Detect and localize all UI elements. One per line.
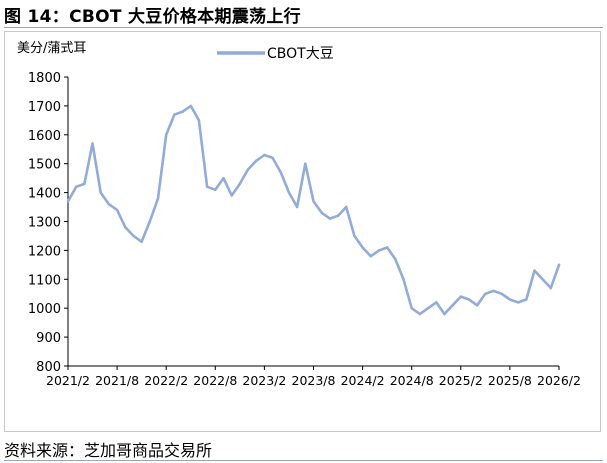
data-point bbox=[279, 171, 282, 174]
data-point bbox=[353, 234, 356, 238]
data-point bbox=[189, 104, 192, 108]
series-line-0 bbox=[66, 104, 561, 316]
figure-title: 图 14：CBOT 大豆价格本期震荡上行 bbox=[4, 7, 301, 27]
data-point bbox=[173, 113, 176, 116]
data-point bbox=[508, 298, 512, 301]
y-tick-label: 1200 bbox=[28, 244, 61, 259]
data-point bbox=[295, 205, 299, 209]
data-point bbox=[386, 246, 389, 249]
data-point bbox=[541, 278, 544, 281]
data-point bbox=[402, 278, 405, 281]
legend: CBOT大豆 bbox=[217, 46, 334, 62]
x-tick-label: 2025/8 bbox=[488, 373, 532, 388]
data-point bbox=[255, 159, 258, 162]
y-tick-label: 1600 bbox=[28, 129, 61, 144]
data-point bbox=[156, 197, 160, 200]
data-point bbox=[75, 185, 78, 188]
data-point bbox=[426, 307, 430, 310]
y-tick-label: 1000 bbox=[28, 302, 61, 317]
x-tick-label: 2023/8 bbox=[292, 373, 336, 388]
data-point bbox=[557, 263, 561, 267]
data-point bbox=[533, 269, 536, 272]
y-tick-label: 1100 bbox=[28, 273, 61, 288]
axes: 800 900 1000 1100 1200 1300 1400 1500 1600 1700 18… bbox=[28, 71, 581, 388]
x-tick-label: 2021/8 bbox=[95, 373, 139, 388]
data-point bbox=[124, 226, 127, 229]
line-chart: 美分/蒲式耳 CBOT大豆 800 900 1000 1100 1200 1300 1400… bbox=[17, 41, 581, 388]
y-tick-label: 900 bbox=[36, 331, 61, 346]
data-point bbox=[467, 298, 471, 301]
plot-area bbox=[66, 104, 561, 316]
data-point bbox=[492, 289, 495, 293]
data-point bbox=[320, 211, 323, 214]
data-point bbox=[83, 182, 86, 186]
bottom-divider bbox=[4, 460, 603, 461]
data-point bbox=[459, 295, 462, 298]
data-point bbox=[361, 246, 364, 249]
title-divider bbox=[4, 27, 603, 28]
x-tick-label: 2022/2 bbox=[144, 373, 188, 388]
data-point bbox=[197, 119, 201, 122]
data-point bbox=[484, 292, 487, 295]
x-tick-label: 2021/2 bbox=[46, 373, 90, 388]
data-point bbox=[148, 220, 151, 223]
data-point bbox=[222, 177, 225, 180]
data-point bbox=[394, 257, 397, 261]
source-note: 资料来源：芝加哥商品交易所 bbox=[4, 441, 213, 460]
x-tick-label: 2025/2 bbox=[439, 373, 483, 388]
data-point bbox=[115, 208, 119, 212]
data-point bbox=[205, 185, 209, 188]
data-point bbox=[181, 110, 184, 113]
y-tick-label: 1800 bbox=[28, 71, 61, 86]
data-point bbox=[287, 191, 291, 194]
data-point bbox=[230, 194, 233, 197]
y-tick-label: 1700 bbox=[28, 100, 61, 115]
data-point bbox=[312, 200, 315, 203]
data-point bbox=[476, 304, 479, 307]
data-point bbox=[435, 301, 438, 304]
data-point bbox=[369, 255, 372, 258]
x-tick-label: 2024/2 bbox=[341, 373, 385, 388]
data-point bbox=[99, 191, 102, 194]
data-point bbox=[238, 182, 241, 186]
data-point bbox=[271, 156, 274, 160]
data-point bbox=[345, 205, 348, 209]
y-tick-label: 1300 bbox=[28, 216, 61, 231]
chart-frame: 美分/蒲式耳 CBOT大豆 800 900 1000 1100 1200 1300 1400… bbox=[4, 31, 601, 432]
data-point bbox=[140, 240, 143, 243]
x-tick-label: 2022/8 bbox=[193, 373, 237, 388]
data-point bbox=[132, 234, 135, 238]
data-point bbox=[91, 142, 94, 145]
data-point bbox=[165, 133, 168, 136]
data-point bbox=[500, 292, 503, 295]
y-tick-label: 1400 bbox=[28, 187, 61, 202]
data-point bbox=[451, 304, 454, 307]
data-point bbox=[328, 217, 332, 220]
y-tick-label: 1500 bbox=[28, 158, 61, 173]
data-point bbox=[377, 249, 381, 252]
y-unit-label: 美分/蒲式耳 bbox=[17, 41, 86, 56]
data-point bbox=[214, 188, 217, 191]
y-tick-label: 800 bbox=[36, 360, 61, 375]
data-point bbox=[246, 168, 250, 171]
data-point bbox=[66, 200, 70, 203]
data-point bbox=[304, 162, 307, 165]
legend-label: CBOT大豆 bbox=[267, 46, 334, 62]
data-point bbox=[443, 312, 446, 316]
x-tick-label: 2023/2 bbox=[242, 373, 286, 388]
data-point bbox=[418, 312, 422, 316]
data-point bbox=[410, 307, 413, 310]
data-point bbox=[336, 214, 340, 217]
data-point bbox=[516, 301, 520, 304]
x-tick-label: 2026/2 bbox=[537, 373, 581, 388]
x-tick-label: 2024/8 bbox=[390, 373, 434, 388]
data-point bbox=[549, 286, 552, 290]
data-point bbox=[107, 203, 111, 206]
data-point bbox=[263, 153, 266, 157]
data-point bbox=[525, 298, 528, 301]
